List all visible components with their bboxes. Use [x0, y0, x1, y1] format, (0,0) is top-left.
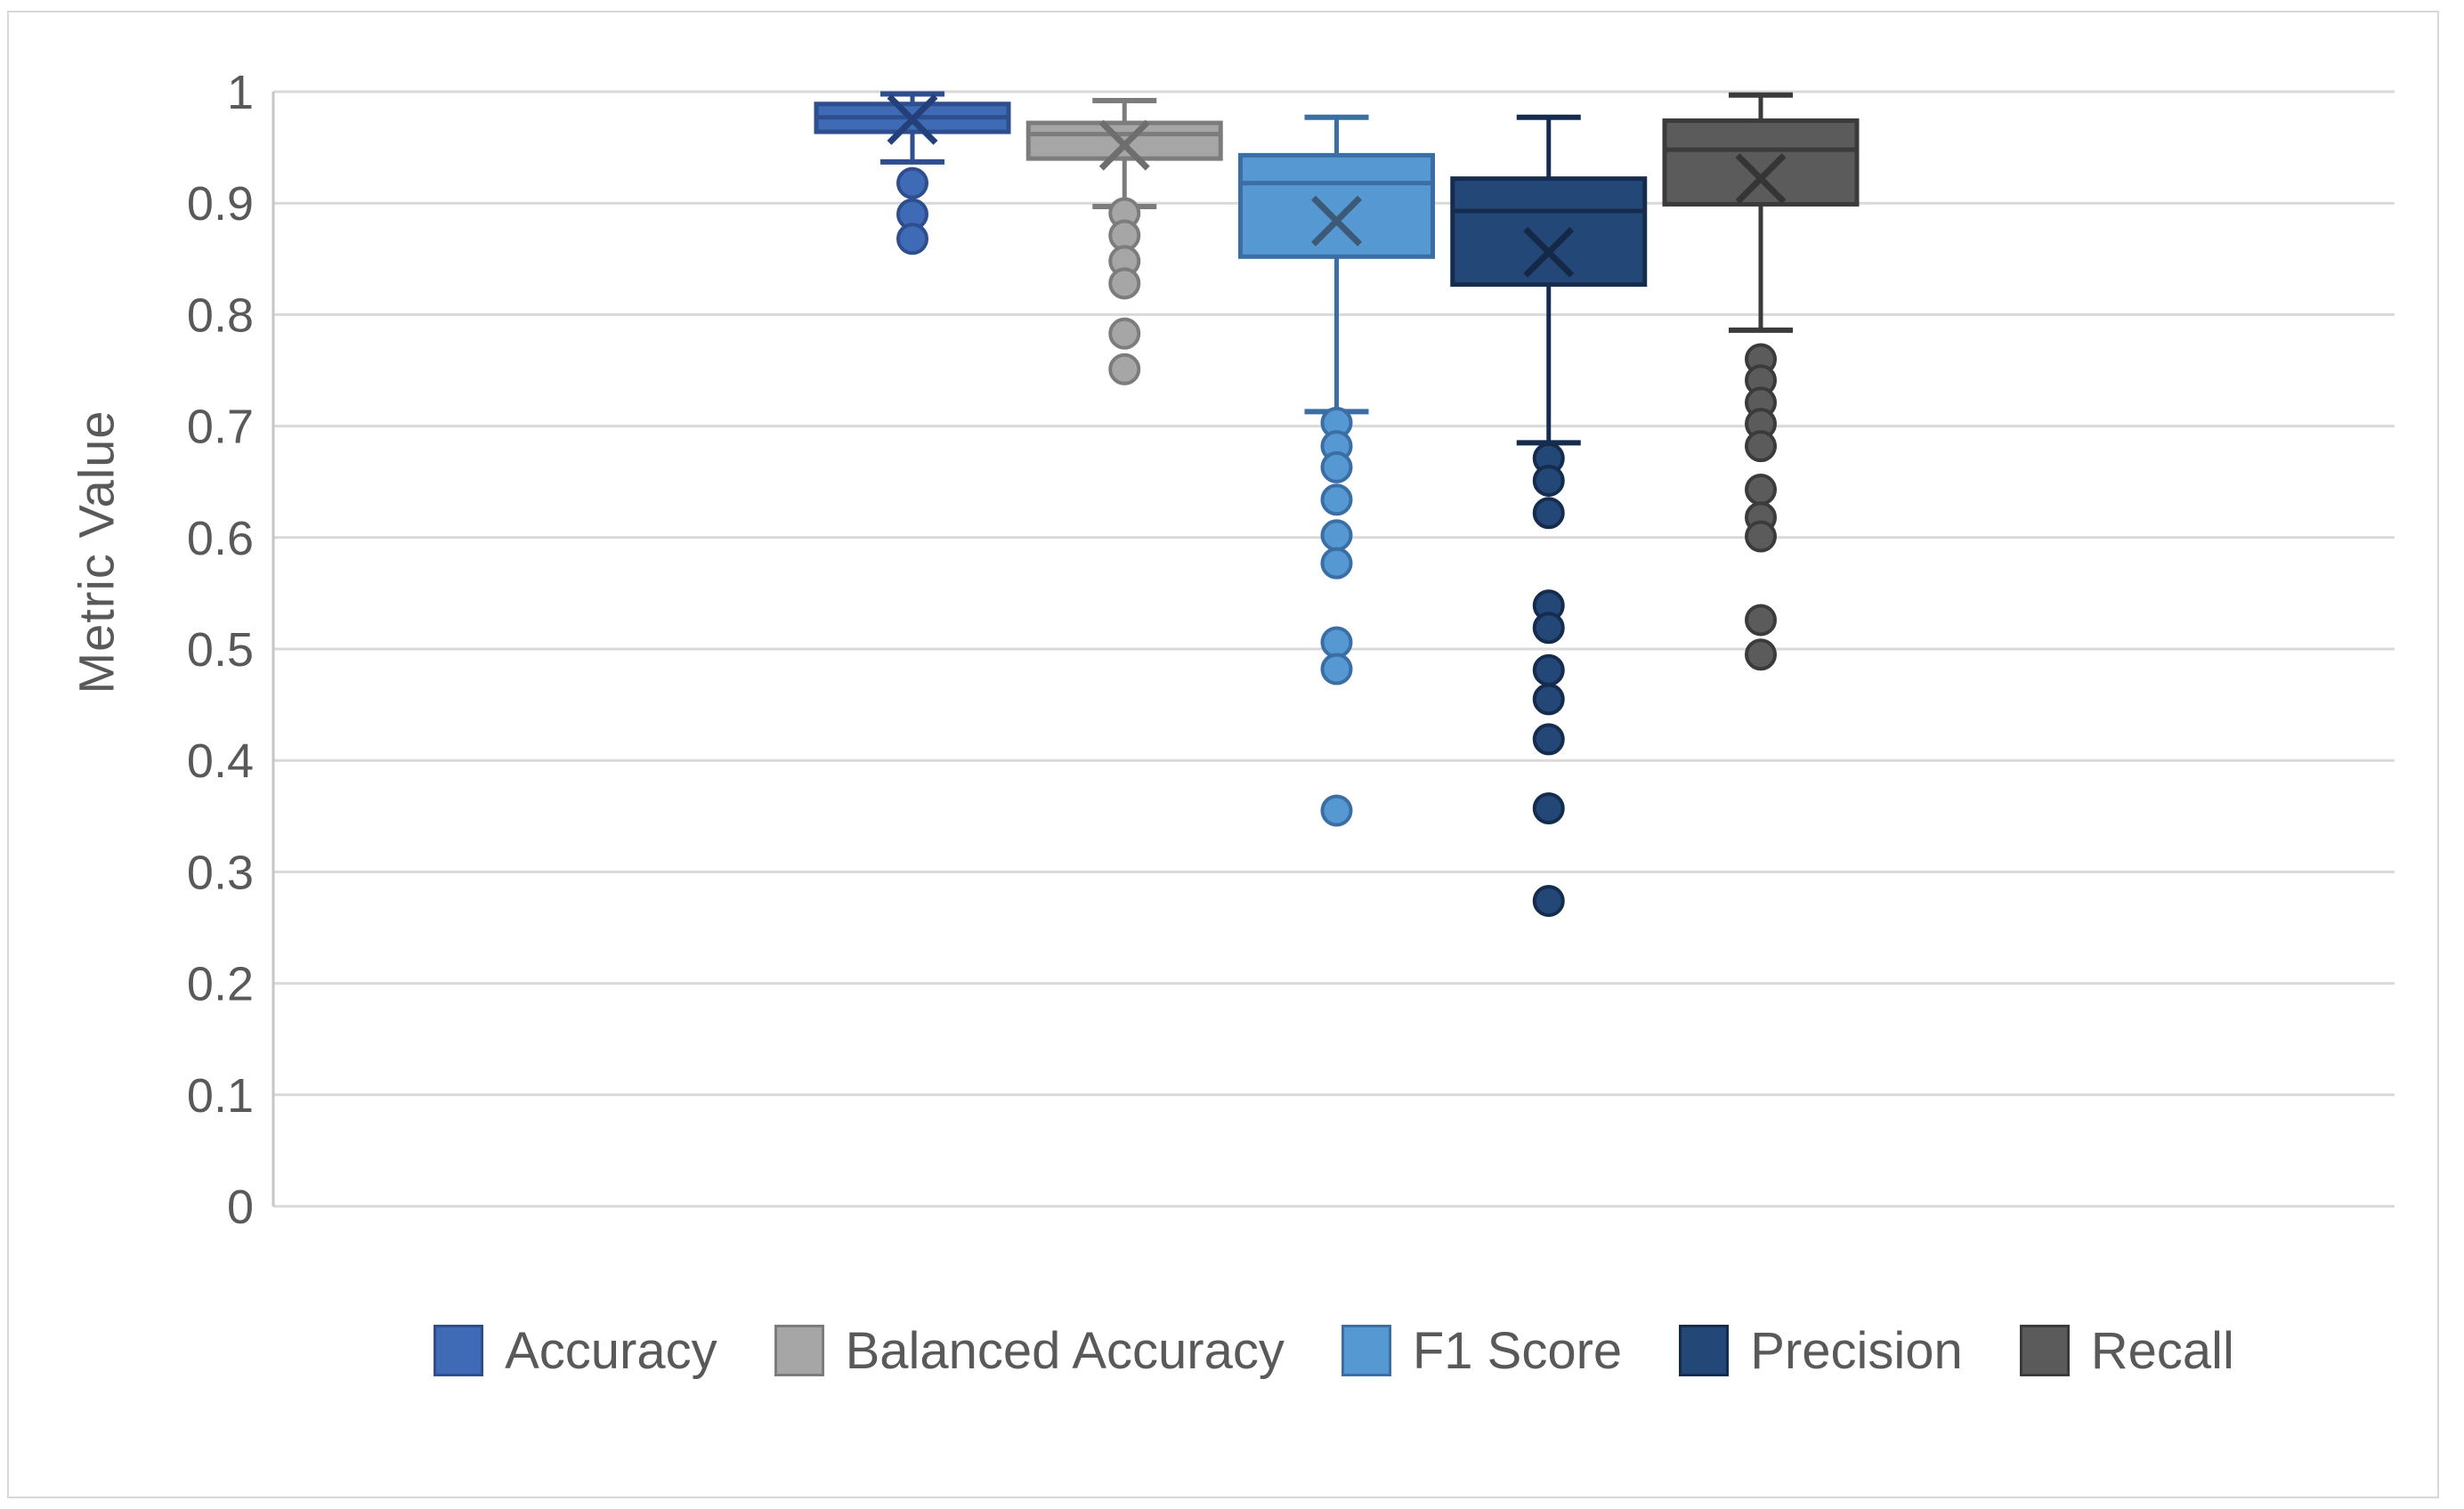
outlier-point: [1108, 267, 1141, 300]
mean-marker: [1523, 226, 1575, 278]
outlier-point: [1532, 723, 1565, 756]
outlier-point: [1320, 626, 1353, 659]
y-tick-label: 0.7: [187, 401, 254, 454]
outlier-point: [1532, 497, 1565, 530]
outlier-point: [1320, 653, 1353, 686]
legend-item-precision: Precision: [1679, 1321, 1963, 1381]
box-f1-score: [1238, 152, 1435, 259]
box-precision: [1450, 176, 1648, 288]
legend-label: F1 Score: [1412, 1321, 1623, 1380]
y-tick-label: 0.8: [187, 288, 254, 342]
legend-label: Accuracy: [505, 1321, 717, 1380]
y-tick-label: 0.6: [187, 512, 254, 565]
outlier-point: [1745, 473, 1777, 506]
y-tick-label: 1: [227, 66, 254, 119]
outlier-point: [1532, 884, 1565, 917]
legend: Accuracy Balanced Accuracy F1 Score Precisi…: [273, 1319, 2395, 1382]
mean-marker: [1735, 153, 1787, 205]
legend-swatch-icon: [1341, 1325, 1391, 1376]
legend-swatch-icon: [434, 1325, 484, 1376]
legend-label: Balanced Accuracy: [845, 1321, 1285, 1380]
outlier-point: [1320, 519, 1353, 552]
outlier-point: [1320, 547, 1353, 580]
outlier-point: [1745, 430, 1777, 463]
y-tick-label: 0.4: [187, 734, 254, 788]
mean-marker: [1311, 195, 1362, 247]
outlier-point: [1320, 483, 1353, 516]
legend-swatch-icon: [774, 1325, 824, 1376]
legend-item-accuracy: Accuracy: [434, 1321, 717, 1381]
legend-item-balanced-accuracy: Balanced Accuracy: [774, 1321, 1285, 1381]
y-tick-label: 0.5: [187, 623, 254, 677]
outlier-point: [1532, 464, 1565, 497]
outlier-point: [1745, 638, 1777, 671]
outlier-point: [1532, 612, 1565, 645]
outlier-point: [1745, 520, 1777, 553]
outlier-point: [896, 166, 928, 199]
legend-swatch-icon: [2019, 1325, 2070, 1376]
y-tick-label: 0.9: [187, 177, 254, 231]
outlier-point: [1108, 353, 1141, 385]
legend-swatch-icon: [1679, 1325, 1730, 1376]
box-recall: [1662, 118, 1860, 207]
outlier-point: [1532, 653, 1565, 686]
legend-label: Precision: [1750, 1321, 1963, 1380]
y-tick-label: 0.1: [187, 1069, 254, 1123]
outlier-point: [1532, 683, 1565, 716]
mean-marker: [1098, 119, 1150, 171]
outlier-point: [1745, 604, 1777, 637]
outlier-point: [1108, 317, 1141, 350]
legend-item-f1-score: F1 Score: [1341, 1321, 1622, 1381]
chart-border: [7, 11, 2439, 1498]
outlier-point: [1320, 450, 1353, 483]
mean-marker: [887, 93, 938, 145]
y-tick-label: 0.3: [187, 846, 254, 899]
legend-item-recall: Recall: [2019, 1321, 2234, 1381]
y-tick-label: 0: [227, 1180, 254, 1234]
box-balanced-accuracy: [1025, 120, 1223, 161]
y-tick-label: 0.2: [187, 958, 254, 1011]
outlier-point: [896, 223, 928, 256]
legend-label: Recall: [2090, 1321, 2234, 1380]
outlier-point: [1532, 792, 1565, 825]
outlier-point: [1320, 794, 1353, 827]
